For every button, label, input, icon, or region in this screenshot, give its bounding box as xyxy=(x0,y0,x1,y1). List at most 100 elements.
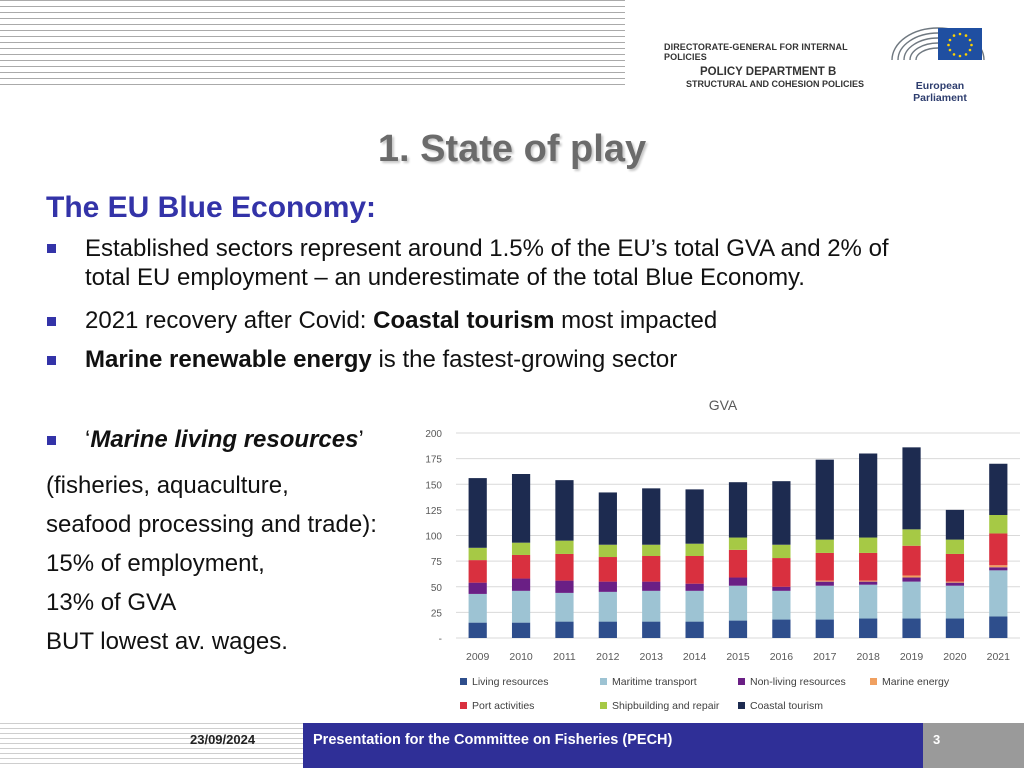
bar-2013-non-living-resources xyxy=(642,581,661,591)
x-tick-label-2016: 2016 xyxy=(770,651,794,663)
bar-2017-shipbuilding-and-repair xyxy=(815,539,834,553)
bar-2009-port-activities xyxy=(468,560,487,583)
bar-2017-non-living-resources xyxy=(815,581,834,586)
bar-2010-maritime-transport xyxy=(511,590,531,623)
bar-2011-non-living-resources xyxy=(555,580,574,593)
bar-2021-port-activities xyxy=(989,533,1008,566)
footer-bar: Presentation for the Committee on Fisher… xyxy=(303,723,923,768)
bar-2010-shipbuilding-and-repair xyxy=(511,542,531,555)
legend-swatch-coastal-tourism xyxy=(738,702,745,709)
bar-2011-port-activities xyxy=(555,553,574,581)
x-tick-label-2014: 2014 xyxy=(683,651,707,663)
bar-2010-coastal-tourism xyxy=(511,474,531,543)
bar-2021-shipbuilding-and-repair xyxy=(989,515,1008,534)
bar-2014-maritime-transport xyxy=(685,590,704,622)
bar-2018-port-activities xyxy=(859,552,878,581)
bullet-4-text: ‘Marine living resources’ xyxy=(85,425,405,454)
legend-label-marine-energy: Marine energy xyxy=(882,676,950,688)
bar-2018-living-resources xyxy=(859,618,878,638)
bar-2009-non-living-resources xyxy=(468,582,487,594)
bar-2011-shipbuilding-and-repair xyxy=(555,540,574,554)
bar-2014-port-activities xyxy=(685,556,704,584)
details-line-1: (fisheries, aquaculture, xyxy=(46,472,289,499)
dg-line-1: DIRECTORATE-GENERAL FOR INTERNAL POLICIE… xyxy=(664,42,848,62)
bar-2020-coastal-tourism xyxy=(945,509,965,540)
slide-subtitle: The EU Blue Economy: xyxy=(46,191,377,224)
gva-stacked-bar-chart: GVA - 25 50 75 100 125 150 175 200 2009 2010 2011 201… xyxy=(425,397,1020,712)
slide-title: 1. State of play xyxy=(377,128,647,170)
x-tick-label-2020: 2020 xyxy=(943,651,967,663)
bullet-marker-1 xyxy=(47,244,56,253)
legend-label-non-living-resources: Non-living resources xyxy=(750,676,846,688)
y-tick-label-175: 175 xyxy=(425,455,442,466)
bullet-4-emphasis: Marine living resources xyxy=(90,426,359,453)
legend-swatch-maritime-transport xyxy=(600,678,607,685)
footer-page-box: 3 xyxy=(923,723,1024,768)
bar-2014-non-living-resources xyxy=(685,583,704,591)
x-tick-label-2010: 2010 xyxy=(509,651,533,663)
y-tick-label-75: 75 xyxy=(431,557,443,568)
bar-2016-port-activities xyxy=(772,558,791,587)
y-tick-label-25: 25 xyxy=(431,608,443,619)
footer-date: 23/09/2024 xyxy=(190,732,256,747)
bar-2012-coastal-tourism xyxy=(598,492,617,545)
bar-2013-coastal-tourism xyxy=(642,488,661,545)
bar-2016-coastal-tourism xyxy=(772,481,791,545)
bar-2020-shipbuilding-and-repair xyxy=(945,539,965,554)
bar-2021-living-resources xyxy=(989,616,1008,638)
bar-2020-living-resources xyxy=(945,618,965,638)
bar-2017-marine-energy xyxy=(815,580,834,582)
legend-label-living-resources: Living resources xyxy=(472,676,548,688)
details-line-3: 15% of employment, xyxy=(46,550,265,577)
bar-2021-non-living-resources xyxy=(989,567,1008,571)
bullet-3-suffix: is the fastest-growing sector xyxy=(371,346,678,373)
x-tick-label-2017: 2017 xyxy=(813,651,837,663)
bar-2010-living-resources xyxy=(511,622,531,638)
page-number: 3 xyxy=(933,732,941,747)
x-tick-label-2018: 2018 xyxy=(856,651,880,663)
bar-2014-living-resources xyxy=(685,621,704,638)
bar-2012-maritime-transport xyxy=(598,591,617,622)
bar-2021-coastal-tourism xyxy=(989,463,1008,515)
footer-presentation-title: Presentation for the Committee on Fisher… xyxy=(313,732,673,748)
bar-2012-non-living-resources xyxy=(598,581,617,592)
chart-title: GVA xyxy=(709,397,738,413)
legend-swatch-marine-energy xyxy=(870,678,877,685)
bar-2018-coastal-tourism xyxy=(859,453,878,538)
bar-2017-maritime-transport xyxy=(815,585,834,620)
legend-label-maritime-transport: Maritime transport xyxy=(612,676,697,688)
y-tick-label-0: - xyxy=(439,634,442,645)
legend-swatch-non-living-resources xyxy=(738,678,745,685)
bar-2021-maritime-transport xyxy=(989,570,1008,617)
header-stripes xyxy=(0,0,625,86)
bar-2010-non-living-resources xyxy=(511,578,531,591)
bullet-2-text: 2021 recovery after Covid: Coastal touri… xyxy=(85,306,985,335)
bar-2015-maritime-transport xyxy=(728,585,748,621)
bar-2021-marine-energy xyxy=(989,565,1008,568)
bar-2020-non-living-resources xyxy=(945,582,965,586)
bar-2009-maritime-transport xyxy=(468,593,487,623)
bar-2014-coastal-tourism xyxy=(685,489,704,544)
bar-2011-living-resources xyxy=(555,621,574,638)
bar-2015-coastal-tourism xyxy=(728,482,748,538)
bar-2018-shipbuilding-and-repair xyxy=(859,537,878,553)
details-line-4: 13% of GVA xyxy=(46,589,177,616)
bullet-1-text: Established sectors represent around 1.5… xyxy=(85,234,985,293)
x-tick-label-2015: 2015 xyxy=(726,651,750,663)
bar-2015-shipbuilding-and-repair xyxy=(728,537,748,550)
y-tick-label-150: 150 xyxy=(425,480,442,491)
legend-swatch-shipbuilding-and-repair xyxy=(600,702,607,709)
bullet-marker-4 xyxy=(47,436,56,445)
bar-2013-living-resources xyxy=(642,621,661,638)
bar-2019-port-activities xyxy=(902,545,921,576)
bar-2016-living-resources xyxy=(772,619,791,638)
x-tick-label-2021: 2021 xyxy=(987,651,1011,663)
bar-2016-non-living-resources xyxy=(772,586,791,591)
bar-2020-port-activities xyxy=(945,553,965,582)
bar-2009-living-resources xyxy=(468,622,487,638)
bullet-marker-3 xyxy=(47,356,56,365)
bar-2019-non-living-resources xyxy=(902,577,921,582)
legend-swatch-port-activities xyxy=(460,702,467,709)
legend-label-port-activities: Port activities xyxy=(472,700,534,712)
bar-2019-living-resources xyxy=(902,618,921,638)
